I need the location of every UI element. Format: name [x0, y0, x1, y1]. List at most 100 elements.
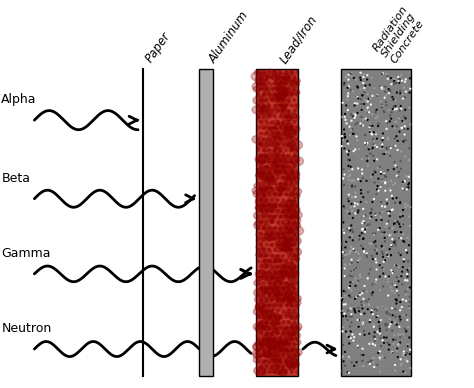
Circle shape: [267, 113, 273, 117]
Circle shape: [259, 79, 268, 86]
Text: Lead/Iron: Lead/Iron: [277, 12, 319, 66]
Circle shape: [255, 205, 262, 211]
Point: [372, 115, 380, 121]
Point: [369, 145, 377, 151]
Point: [355, 176, 362, 182]
Circle shape: [273, 87, 283, 94]
Circle shape: [267, 338, 278, 346]
Point: [397, 72, 405, 78]
Circle shape: [279, 346, 288, 353]
Point: [365, 95, 373, 102]
Point: [342, 301, 349, 307]
Point: [406, 121, 414, 128]
Point: [344, 97, 351, 103]
Point: [375, 319, 383, 325]
Point: [380, 266, 387, 272]
Point: [378, 249, 386, 255]
Circle shape: [262, 351, 271, 357]
Circle shape: [269, 244, 273, 247]
Circle shape: [287, 172, 298, 180]
Circle shape: [277, 291, 290, 300]
Point: [384, 76, 392, 82]
Point: [341, 80, 348, 87]
Point: [384, 340, 392, 346]
Point: [374, 123, 382, 129]
Circle shape: [281, 272, 286, 276]
Point: [360, 101, 368, 107]
Point: [389, 123, 396, 129]
Point: [406, 351, 413, 357]
Circle shape: [294, 150, 299, 154]
Circle shape: [268, 176, 272, 178]
Circle shape: [276, 84, 284, 90]
Circle shape: [273, 265, 278, 269]
Point: [354, 94, 362, 100]
Circle shape: [276, 278, 283, 282]
Circle shape: [287, 280, 296, 286]
Circle shape: [278, 189, 287, 195]
Point: [391, 143, 398, 149]
Point: [346, 177, 353, 183]
Point: [340, 301, 347, 308]
Circle shape: [271, 127, 273, 128]
Circle shape: [284, 170, 294, 177]
Circle shape: [292, 130, 297, 133]
Point: [355, 207, 362, 213]
Circle shape: [275, 280, 280, 283]
Point: [389, 94, 396, 100]
Circle shape: [275, 131, 286, 139]
Circle shape: [279, 158, 283, 161]
Point: [368, 131, 376, 137]
Point: [403, 317, 411, 323]
Point: [349, 229, 357, 235]
Point: [347, 71, 355, 77]
Point: [389, 270, 396, 276]
Circle shape: [273, 319, 281, 324]
Point: [381, 355, 389, 361]
Point: [401, 106, 409, 113]
Circle shape: [262, 288, 269, 294]
Point: [348, 126, 356, 132]
Point: [343, 120, 350, 126]
Circle shape: [257, 368, 262, 372]
Point: [400, 138, 407, 144]
Point: [401, 277, 409, 283]
Circle shape: [262, 190, 266, 193]
Point: [404, 126, 412, 132]
Point: [359, 320, 366, 327]
Circle shape: [258, 172, 264, 177]
Point: [358, 220, 366, 226]
Point: [360, 236, 367, 242]
Point: [379, 353, 386, 359]
Point: [341, 252, 349, 258]
Circle shape: [270, 178, 276, 182]
Point: [360, 288, 368, 294]
Circle shape: [275, 93, 285, 100]
Point: [348, 319, 356, 326]
Point: [403, 350, 410, 356]
Circle shape: [289, 295, 291, 296]
Point: [348, 208, 356, 214]
Point: [349, 88, 357, 95]
Circle shape: [283, 246, 292, 253]
Point: [363, 288, 371, 294]
Circle shape: [277, 372, 280, 374]
Point: [401, 154, 409, 160]
Point: [387, 252, 395, 258]
Point: [402, 115, 410, 121]
Point: [365, 162, 372, 168]
Point: [381, 95, 389, 101]
Point: [363, 298, 370, 305]
Point: [360, 296, 367, 302]
Circle shape: [255, 303, 266, 310]
Point: [365, 146, 373, 152]
Point: [399, 264, 407, 270]
Point: [346, 261, 354, 267]
Point: [382, 187, 389, 194]
Point: [399, 185, 406, 192]
Point: [401, 204, 409, 210]
Point: [401, 326, 409, 332]
Circle shape: [272, 203, 278, 208]
Point: [340, 358, 347, 364]
Point: [389, 350, 397, 356]
